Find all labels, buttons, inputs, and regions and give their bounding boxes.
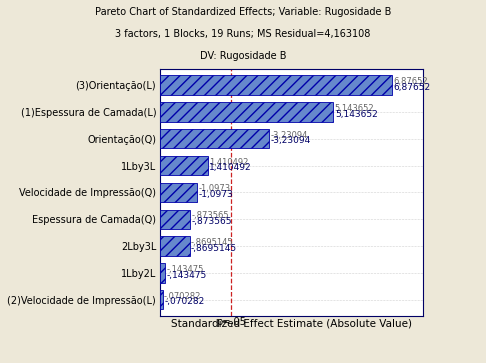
Text: -,143475: -,143475 xyxy=(167,270,207,280)
Text: 5,143652: 5,143652 xyxy=(335,110,378,119)
Text: -3,23094: -3,23094 xyxy=(270,131,308,140)
Bar xyxy=(160,263,165,282)
Text: -,873565: -,873565 xyxy=(191,217,232,226)
Bar xyxy=(160,209,190,229)
Bar xyxy=(160,183,197,202)
Text: -,873565: -,873565 xyxy=(191,211,229,220)
Bar xyxy=(160,102,333,122)
Text: 1,410492: 1,410492 xyxy=(209,158,248,167)
Text: 3 factors, 1 Blocks, 19 Runs; MS Residual=4,163108: 3 factors, 1 Blocks, 19 Runs; MS Residua… xyxy=(115,29,371,39)
Text: -,143475: -,143475 xyxy=(167,265,204,274)
Text: -,070282: -,070282 xyxy=(164,297,204,306)
Text: -1,0973: -1,0973 xyxy=(199,184,231,193)
Text: Pareto Chart of Standardized Effects; Variable: Rugosidade B: Pareto Chart of Standardized Effects; Va… xyxy=(95,7,391,17)
Bar xyxy=(160,156,208,175)
Text: -3,23094: -3,23094 xyxy=(270,136,311,145)
Text: 1,410492: 1,410492 xyxy=(209,163,252,172)
Bar xyxy=(160,236,190,256)
Text: p=,05: p=,05 xyxy=(216,317,246,327)
X-axis label: Standardized Effect Estimate (Absolute Value): Standardized Effect Estimate (Absolute V… xyxy=(171,319,412,329)
Bar xyxy=(160,76,392,95)
Bar xyxy=(160,290,163,309)
Text: DV: Rugosidade B: DV: Rugosidade B xyxy=(200,51,286,61)
Text: 6,87652: 6,87652 xyxy=(393,83,430,92)
Text: 5,143652: 5,143652 xyxy=(335,104,374,113)
Text: -,070282: -,070282 xyxy=(164,292,202,301)
Text: -,8695145: -,8695145 xyxy=(191,244,237,253)
Text: -,8695145: -,8695145 xyxy=(191,238,234,247)
Bar xyxy=(160,129,269,148)
Text: -1,0973: -1,0973 xyxy=(199,190,233,199)
Text: 6,87652: 6,87652 xyxy=(393,77,428,86)
